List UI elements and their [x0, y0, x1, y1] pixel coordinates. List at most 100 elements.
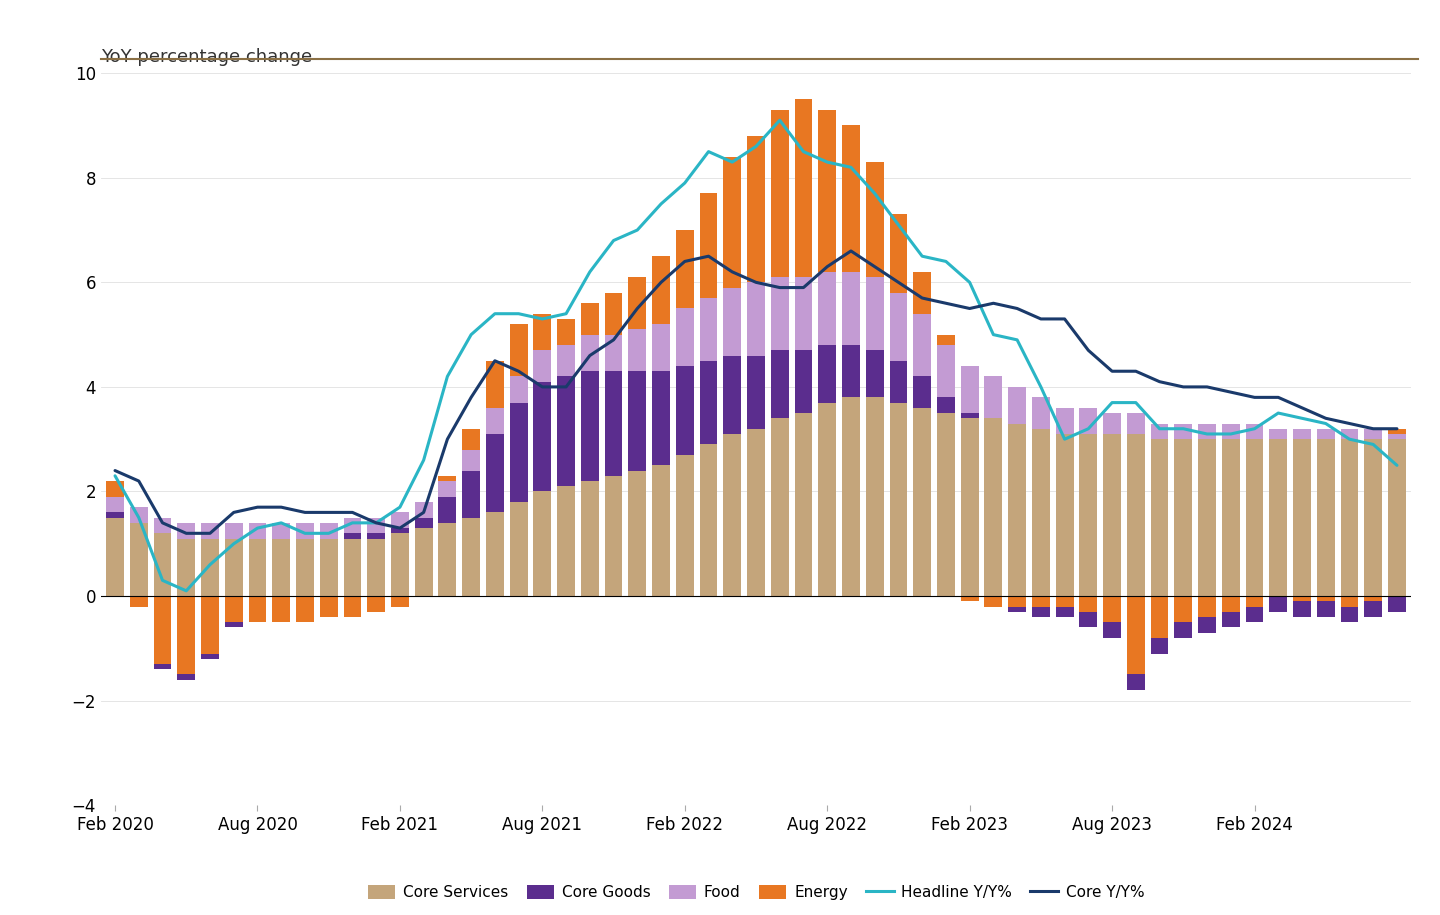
Bar [462, 470, 480, 518]
Bar [1341, 596, 1358, 607]
Bar [1175, 596, 1192, 622]
Bar [1056, 607, 1073, 617]
Bar [818, 272, 837, 345]
Bar [1080, 434, 1097, 596]
Bar [249, 522, 266, 539]
Bar [225, 522, 243, 539]
Bar [177, 674, 196, 680]
Bar [557, 319, 575, 345]
Bar [1056, 408, 1073, 434]
Bar [1103, 434, 1120, 596]
Bar [675, 308, 694, 366]
Bar [557, 345, 575, 376]
Bar [723, 287, 742, 356]
Bar [297, 539, 314, 596]
Bar [1198, 596, 1215, 617]
Bar [297, 596, 314, 622]
Bar [985, 376, 1002, 418]
Bar [1128, 413, 1145, 434]
Bar [628, 371, 647, 470]
Bar [107, 518, 124, 596]
Bar [1175, 622, 1192, 638]
Bar [960, 596, 979, 601]
Bar [130, 507, 148, 522]
Bar [890, 403, 907, 596]
Bar [580, 371, 599, 481]
Bar [747, 136, 765, 283]
Bar [865, 350, 884, 397]
Bar [510, 324, 527, 376]
Bar [1080, 596, 1097, 612]
Bar [652, 324, 670, 371]
Bar [865, 162, 884, 277]
Bar [770, 350, 789, 418]
Bar [392, 533, 409, 596]
Bar [1223, 596, 1240, 612]
Bar [462, 518, 480, 596]
Bar [628, 277, 647, 329]
Bar [154, 533, 171, 596]
Bar [439, 497, 456, 522]
Bar [913, 408, 932, 596]
Bar [344, 518, 361, 533]
Bar [818, 110, 837, 272]
Bar [700, 193, 717, 298]
Bar [960, 413, 979, 418]
Bar [367, 596, 384, 612]
Bar [202, 539, 219, 596]
Bar [485, 512, 504, 596]
Bar [1223, 424, 1240, 439]
Bar [202, 522, 219, 539]
Bar [367, 539, 384, 596]
Bar [1223, 439, 1240, 596]
Bar [1293, 439, 1310, 596]
Bar [367, 518, 384, 533]
Bar [1032, 429, 1050, 596]
Bar [107, 481, 124, 497]
Bar [1151, 424, 1168, 439]
Bar [842, 345, 860, 397]
Bar [392, 596, 409, 607]
Bar [985, 418, 1002, 596]
Bar [1388, 596, 1405, 612]
Bar [1341, 429, 1358, 439]
Bar [510, 502, 527, 596]
Bar [415, 502, 432, 518]
Bar [1175, 424, 1192, 439]
Bar [272, 539, 289, 596]
Bar [1198, 424, 1215, 439]
Bar [1316, 601, 1335, 617]
Bar [1364, 439, 1382, 596]
Bar [1246, 596, 1263, 607]
Bar [320, 596, 337, 617]
Bar [202, 653, 219, 659]
Bar [865, 397, 884, 596]
Bar [913, 272, 932, 314]
Bar [937, 397, 955, 413]
Bar [154, 596, 171, 664]
Bar [913, 376, 932, 408]
Bar [1080, 408, 1097, 434]
Bar [1293, 601, 1310, 617]
Bar [723, 156, 742, 287]
Bar [392, 528, 409, 533]
Bar [154, 518, 171, 533]
Bar [605, 335, 622, 371]
Bar [795, 277, 812, 350]
Bar [770, 277, 789, 350]
Bar [1316, 596, 1335, 601]
Bar [580, 303, 599, 335]
Bar [249, 539, 266, 596]
Bar [628, 329, 647, 371]
Bar [1008, 424, 1027, 596]
Bar [462, 429, 480, 449]
Bar [107, 512, 124, 518]
Bar [985, 596, 1002, 607]
Bar [747, 429, 765, 596]
Bar [1151, 638, 1168, 653]
Bar [1388, 434, 1405, 439]
Bar [1246, 439, 1263, 596]
Bar [1223, 612, 1240, 628]
Bar [154, 664, 171, 669]
Bar [890, 361, 907, 403]
